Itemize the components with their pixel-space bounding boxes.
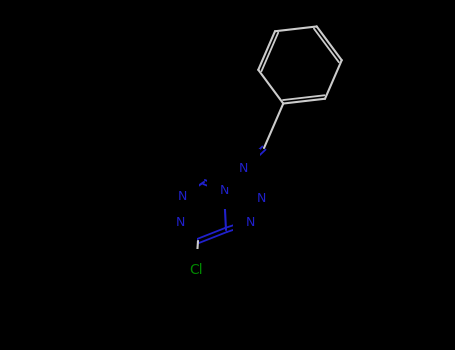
Text: N: N <box>177 190 187 203</box>
Text: Cl: Cl <box>189 263 203 277</box>
Text: N: N <box>245 216 255 229</box>
Text: N: N <box>256 193 266 205</box>
Text: N: N <box>175 216 185 229</box>
Text: N: N <box>238 161 248 175</box>
Text: N: N <box>241 170 251 183</box>
Text: N: N <box>219 183 229 196</box>
